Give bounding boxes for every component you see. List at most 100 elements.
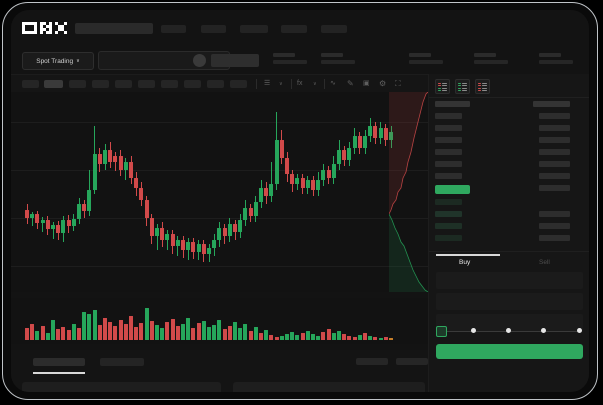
volume-bar [347, 336, 352, 340]
table-row[interactable] [435, 113, 462, 119]
volume-bar [61, 327, 66, 340]
volume-bar [378, 338, 383, 340]
tab-open-orders[interactable] [33, 358, 85, 366]
slider-handle[interactable] [436, 326, 447, 337]
last-price-value [211, 54, 259, 67]
volume-bar [238, 328, 243, 340]
volume-bar [342, 334, 347, 340]
submit-buy-button[interactable] [436, 344, 583, 359]
volume-bar [134, 327, 139, 340]
table-row[interactable] [435, 199, 462, 205]
volume-bar [311, 334, 315, 340]
slider-step-75[interactable] [541, 328, 546, 333]
table-row[interactable] [435, 211, 462, 217]
table-row[interactable] [539, 185, 570, 191]
tf-30m[interactable] [92, 80, 109, 88]
sidebar-item-nav-3[interactable] [240, 25, 268, 33]
table-row[interactable] [539, 113, 570, 119]
line-chart-icon[interactable]: ∿ [330, 80, 336, 87]
camera-icon[interactable]: ▣ [363, 80, 370, 87]
tf-more[interactable] [230, 80, 247, 88]
volume-bar [201, 321, 206, 340]
chart-type-chevron-down-icon[interactable]: ∨ [279, 81, 283, 87]
orderbook-mode-both-icon[interactable] [435, 79, 450, 94]
header-search-field[interactable] [75, 23, 153, 34]
table-row[interactable] [539, 125, 570, 131]
tf-1mo[interactable] [207, 80, 224, 88]
sidebar-item-nav-4[interactable] [281, 25, 307, 33]
table-row[interactable] [435, 223, 462, 229]
price-chart[interactable] [11, 92, 428, 292]
table-row[interactable] [435, 235, 462, 241]
volume-bar [160, 328, 165, 340]
stat-value [321, 60, 355, 64]
slider-step-50[interactable] [506, 328, 511, 333]
tf-1m[interactable] [22, 80, 39, 88]
table-row[interactable] [435, 173, 462, 179]
table-row[interactable] [435, 161, 462, 167]
tf-15m[interactable] [69, 80, 86, 88]
chart-gridline [11, 122, 428, 123]
table-row[interactable] [539, 161, 570, 167]
orderbook-mode-bids-icon[interactable] [455, 79, 470, 94]
tf-1d[interactable] [161, 80, 178, 88]
chart-type-icon[interactable]: ☰ [264, 80, 271, 87]
settings-gear-icon[interactable]: ⚙ [379, 79, 387, 88]
bottom-action-1[interactable] [356, 358, 388, 365]
volume-bar [300, 333, 305, 340]
slider-step-25[interactable] [471, 328, 476, 333]
tab-buy[interactable]: Buy [459, 259, 471, 266]
stat-label [409, 53, 431, 57]
table-row[interactable] [539, 235, 570, 241]
table-row[interactable] [539, 137, 570, 143]
volume-bar [30, 324, 35, 340]
volume-bar [227, 326, 232, 340]
bottom-action-2[interactable] [396, 358, 428, 365]
tf-4h[interactable] [138, 80, 155, 88]
volume-bar [82, 312, 87, 340]
pencil-icon[interactable]: ✎ [347, 79, 354, 88]
tf-1h[interactable] [115, 80, 132, 88]
table-row[interactable] [539, 173, 570, 179]
volume-bar [35, 331, 40, 340]
order-total-input[interactable] [436, 314, 583, 331]
volume-bar [196, 323, 201, 340]
indicators-chevron-down-icon[interactable]: ∨ [313, 81, 317, 87]
trading-mode-button[interactable]: Spot Trading ∨ [22, 52, 94, 70]
tf-1w[interactable] [184, 80, 201, 88]
tab-active-underline [33, 372, 85, 374]
toolbar-divider [291, 79, 292, 89]
sidebar-item-nav-1[interactable] [161, 25, 186, 33]
table-row[interactable] [435, 149, 462, 155]
table-row[interactable] [539, 149, 570, 155]
volume-bar [363, 333, 367, 340]
order-amount-input[interactable] [436, 293, 583, 310]
volume-bar [285, 334, 289, 340]
table-row[interactable] [435, 125, 462, 131]
tf-5m[interactable] [44, 80, 63, 88]
sidebar-item-nav-2[interactable] [201, 25, 226, 33]
depth-chart-overlay [389, 92, 428, 292]
stat-value [474, 60, 508, 64]
toolbar-divider [256, 79, 257, 89]
stat-label [321, 53, 343, 57]
table-row[interactable] [539, 223, 570, 229]
tab-order-history[interactable] [100, 358, 144, 366]
table-row[interactable] [539, 211, 570, 217]
sidebar-item-nav-5[interactable] [321, 25, 347, 33]
slider-step-100[interactable] [577, 328, 582, 333]
volume-bar [264, 330, 269, 340]
order-price-input[interactable] [436, 272, 583, 289]
volume-bar [233, 322, 237, 340]
volume-bar [368, 336, 373, 340]
indicators-icon[interactable]: fx [297, 80, 303, 87]
orders-panel [11, 350, 428, 392]
volume-bar [290, 332, 295, 340]
orderbook-mode-asks-icon[interactable] [475, 79, 490, 94]
table-row[interactable] [435, 137, 462, 143]
tab-sell[interactable]: Sell [539, 259, 550, 266]
volume-bar [383, 337, 388, 340]
fullscreen-icon[interactable]: ⛶ [395, 79, 401, 88]
okx-logo-icon[interactable] [22, 22, 67, 37]
